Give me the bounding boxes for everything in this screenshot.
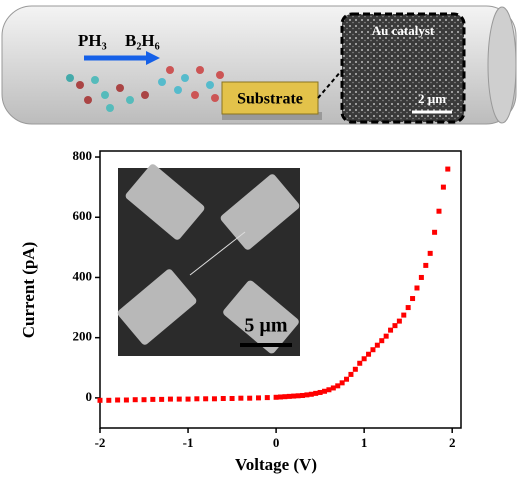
point (141, 397, 147, 403)
point (238, 395, 244, 401)
schematic: PH₃ B₂H₆ Substrate Au catalyst 2 µm (1, 5, 517, 125)
point (229, 395, 235, 401)
x-tick-label: 0 (273, 435, 280, 450)
point (405, 305, 411, 311)
gas-label: B₂H₆ (125, 31, 160, 50)
inset-scale: 2 µm (418, 91, 446, 106)
point (418, 274, 424, 280)
point (357, 360, 363, 366)
point (392, 323, 398, 329)
point (295, 393, 301, 399)
point (410, 296, 416, 302)
point (366, 351, 372, 357)
gas-label: PH₃ (78, 31, 107, 50)
point (176, 396, 182, 402)
point (374, 342, 380, 348)
point (203, 396, 209, 402)
substrate-label: Substrate (237, 91, 303, 108)
point (313, 390, 319, 396)
point (300, 392, 306, 398)
point (352, 366, 358, 372)
x-tick-label: 1 (361, 435, 368, 450)
point (326, 387, 332, 393)
point (344, 376, 350, 382)
tube-end (487, 6, 517, 124)
inset-title: Au catalyst (372, 23, 435, 38)
point (317, 389, 323, 395)
point (436, 208, 442, 214)
sem-inset: 5 µm (117, 164, 300, 356)
point (115, 397, 121, 403)
zoom-line (317, 69, 343, 99)
point (361, 356, 367, 362)
inset-scale: 5 µm (244, 315, 288, 337)
inset-image (340, 12, 466, 124)
point (308, 391, 314, 397)
point (440, 184, 446, 190)
point (445, 166, 451, 172)
point (414, 285, 420, 291)
point (150, 396, 156, 402)
point (211, 396, 217, 402)
point (396, 318, 402, 324)
y-tick-label: 800 (73, 148, 93, 163)
x-tick-label: -2 (95, 435, 106, 450)
point (273, 394, 279, 400)
point (159, 396, 165, 402)
point (106, 397, 112, 403)
point (432, 229, 438, 235)
point (255, 395, 261, 401)
y-tick-label: 200 (73, 329, 93, 344)
point (278, 394, 283, 400)
point (383, 333, 389, 339)
point (322, 388, 328, 394)
flow-arrow-head (146, 51, 160, 65)
x-tick-label: -1 (183, 435, 194, 450)
point (247, 395, 253, 401)
point (339, 380, 345, 386)
point (427, 250, 433, 256)
point (286, 393, 292, 399)
x-tick-label: 2 (449, 435, 456, 450)
substrate-base (222, 112, 322, 120)
point (304, 392, 310, 398)
point (423, 262, 429, 268)
point (167, 396, 173, 402)
point (330, 385, 336, 391)
point (282, 394, 288, 400)
point (388, 327, 394, 333)
point (291, 393, 297, 399)
molecules (66, 66, 224, 112)
y-tick-label: 0 (86, 389, 93, 404)
y-tick-label: 600 (73, 208, 93, 223)
point (379, 338, 385, 344)
x-axis-label: Voltage (V) (235, 455, 317, 474)
point (335, 383, 341, 389)
point (348, 371, 354, 377)
point (132, 397, 138, 403)
plot-frame (99, 150, 462, 429)
chart: 5 µm Voltage (V) Current (pA) -2 -1 0 1 2 0 20… (19, 148, 462, 474)
point (401, 312, 407, 318)
point (123, 397, 129, 403)
point (194, 396, 200, 402)
point (370, 347, 376, 353)
point (264, 395, 270, 401)
point (185, 396, 191, 402)
point (220, 395, 226, 401)
y-tick-label: 400 (73, 268, 93, 283)
y-axis-label: Current (pA) (19, 242, 38, 338)
point (97, 397, 103, 403)
